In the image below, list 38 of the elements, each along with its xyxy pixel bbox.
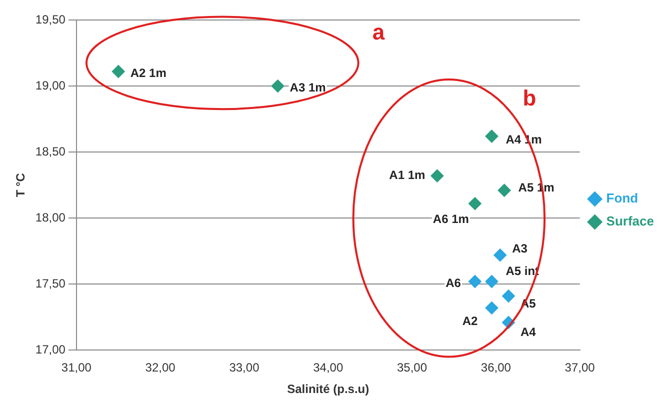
x-axis-title: Salinité (p.s.u): [287, 382, 370, 396]
legend-label: Surface: [606, 214, 654, 229]
point: [502, 290, 515, 303]
annotation: A3 1m: [290, 80, 326, 94]
y-axis-title: T °C: [14, 172, 28, 198]
annotation: A3: [512, 241, 528, 256]
annotation: A2 1m: [130, 66, 166, 80]
point: [485, 130, 498, 143]
annotation: A6: [446, 276, 462, 290]
legend-label: Fond: [606, 190, 638, 206]
x-tick-label: 34,00: [313, 360, 344, 375]
y-tick-label: 17,00: [35, 342, 66, 357]
annotation: A1 1m: [389, 168, 426, 182]
y-tick-label: 19,00: [35, 78, 66, 92]
annotation: A6 1m: [432, 212, 469, 226]
y-tick-label: 19,50: [35, 12, 66, 26]
point: [485, 275, 498, 288]
y-tick-label: 18,50: [35, 144, 66, 158]
point: [430, 169, 444, 182]
point: [485, 301, 498, 314]
y-tick-label: 18,00: [35, 210, 66, 224]
x-tick-label: 37,00: [564, 360, 596, 375]
y-tick-label: 17,50: [35, 276, 66, 290]
point: [494, 248, 507, 262]
point: [468, 275, 482, 288]
x-tick-label: 35,00: [397, 360, 428, 375]
x-tick-label: 36,00: [480, 360, 512, 375]
annotation: A4: [520, 324, 536, 339]
annotation: a: [372, 19, 386, 44]
x-tick-label: 33,00: [229, 360, 260, 375]
x-tick-label: 31,00: [61, 360, 92, 375]
x-tick-label: 32,00: [145, 360, 176, 375]
point: [271, 80, 284, 93]
annotation: A2: [462, 314, 478, 328]
annotation: b: [522, 85, 536, 110]
point: [498, 184, 511, 197]
point: [112, 65, 125, 78]
point: [468, 197, 482, 210]
